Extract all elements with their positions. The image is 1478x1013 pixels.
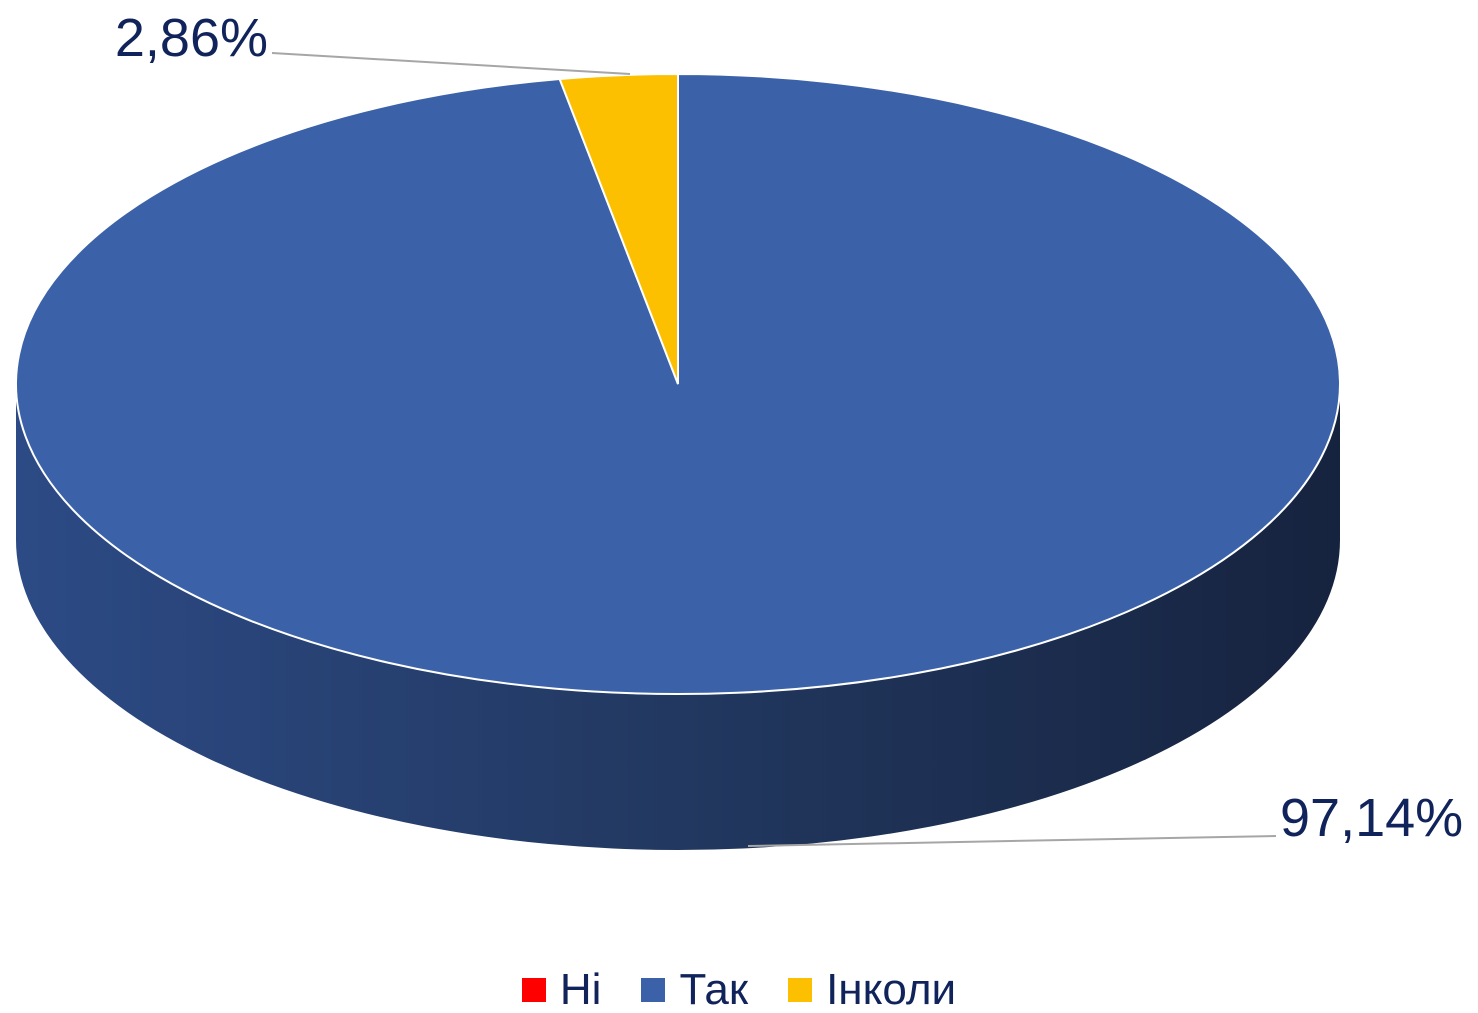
data-label-slice-3: 2,86%	[115, 8, 268, 68]
pie-side-wall-surface	[16, 384, 1340, 850]
legend-label: Інколи	[826, 965, 957, 1013]
data-label-slice-2: 97,14%	[1280, 788, 1463, 848]
legend-label: Ні	[559, 965, 602, 1013]
pie-data-labels: 97,14% 2,86%	[115, 8, 1463, 848]
pie-side-wall	[16, 384, 1340, 850]
legend: Ні Так Інколи	[0, 965, 1478, 1013]
pie-top	[15, 72, 1341, 695]
legend-item-tak: Так	[641, 965, 748, 1013]
legend-item-ni: Ні	[521, 965, 602, 1013]
legend-label: Так	[679, 965, 749, 1013]
legend-swatch	[521, 978, 546, 1002]
legend-swatch	[788, 978, 813, 1002]
pie-slice-3	[558, 72, 679, 385]
legend-item-inkoly: Інколи	[788, 965, 956, 1013]
leader-line	[747, 835, 1277, 847]
legend-swatch	[641, 978, 666, 1002]
leader-line	[271, 52, 631, 75]
